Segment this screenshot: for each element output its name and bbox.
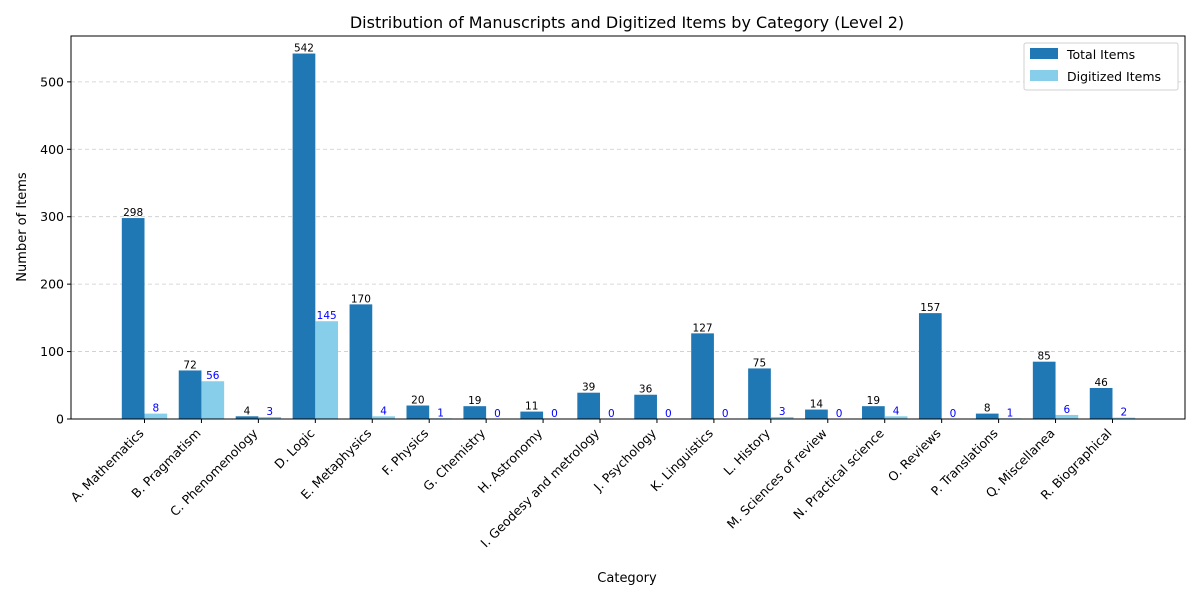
data-label-digitized: 0	[836, 408, 843, 420]
data-label-digitized: 1	[1007, 407, 1014, 419]
bar-digitized	[258, 416, 282, 419]
data-label-total: 85	[1038, 351, 1051, 363]
data-label-total: 20	[411, 395, 424, 407]
legend-box	[1023, 42, 1179, 91]
y-tick-label: 500	[40, 74, 64, 89]
plot-frame	[70, 35, 1186, 420]
data-label-digitized: 0	[665, 408, 672, 420]
data-label-digitized: 2	[1120, 407, 1127, 419]
bar-total	[463, 406, 487, 419]
x-axis-label: Category	[597, 571, 657, 586]
x-tick-label: M. Sciences of review	[724, 426, 830, 532]
data-label-digitized: 0	[551, 408, 558, 420]
data-label-total: 39	[582, 382, 595, 394]
data-label-digitized: 0	[608, 408, 615, 420]
legend-swatch-total	[1030, 48, 1058, 59]
data-label-total: 46	[1094, 377, 1108, 389]
data-label-total: 298	[123, 207, 143, 219]
y-axis-ticks: 0 100 200 300 400 500	[40, 74, 71, 427]
x-tick-label: L. History	[720, 425, 773, 478]
data-label-total: 19	[468, 395, 481, 407]
legend-label-digitized: Digitized Items	[1067, 69, 1161, 84]
data-label-total: 72	[183, 359, 196, 371]
bar-total	[292, 53, 316, 420]
bar-total	[918, 313, 942, 419]
data-label-total: 14	[810, 399, 824, 411]
y-tick-label: 0	[56, 412, 64, 427]
legend: Total Items Digitized Items	[1023, 42, 1179, 91]
bar-total	[577, 392, 601, 419]
bar-total	[349, 304, 373, 419]
data-label-total: 19	[867, 395, 880, 407]
data-label-digitized: 4	[893, 405, 900, 417]
y-tick-label: 100	[40, 344, 64, 359]
bar-total	[520, 411, 544, 419]
data-label-digitized: 0	[950, 408, 957, 420]
bar-total	[235, 416, 259, 419]
bar-digitized	[1112, 417, 1136, 419]
data-label-digitized: 0	[722, 408, 729, 420]
data-label-digitized: 3	[779, 406, 786, 418]
data-label-total: 170	[351, 293, 371, 305]
chart-title: Distribution of Manuscripts and Digitize…	[350, 13, 904, 32]
data-label-digitized: 1	[437, 407, 444, 419]
data-label-total: 75	[753, 357, 766, 369]
y-axis-label: Number of Items	[15, 172, 30, 282]
bar-total	[1089, 387, 1113, 419]
x-tick-label: F. Physics	[379, 426, 432, 479]
data-label-digitized: 3	[266, 406, 273, 418]
data-label-digitized: 56	[206, 370, 220, 382]
bar-digitized	[315, 321, 339, 419]
bar-digitized	[770, 416, 794, 419]
bar-total	[406, 405, 430, 419]
data-label-total: 127	[693, 322, 713, 334]
bar-digitized	[201, 381, 225, 419]
data-label-digitized: 6	[1064, 404, 1071, 416]
data-label-total: 157	[920, 302, 940, 314]
data-label-total: 11	[525, 401, 538, 413]
x-tick-label: I. Geodesy and metrology	[477, 425, 602, 550]
gridlines	[71, 81, 1185, 420]
bar-total	[975, 413, 999, 419]
data-label-total: 8	[984, 403, 991, 415]
data-label-digitized: 145	[317, 310, 337, 322]
bar-digitized	[884, 416, 908, 419]
bar-total	[178, 370, 202, 419]
bar-total	[691, 333, 714, 419]
bar-total	[748, 368, 771, 419]
data-label-digitized: 8	[153, 403, 160, 415]
y-tick-label: 300	[40, 209, 64, 224]
data-label-total: 542	[294, 43, 314, 55]
bar-total	[634, 394, 657, 419]
bar-digitized	[1055, 414, 1079, 419]
y-tick-label: 200	[40, 277, 64, 292]
x-tick-label: D. Logic	[271, 425, 317, 471]
x-tick-label: O. Reviews	[885, 426, 944, 485]
bar-digitized	[372, 416, 395, 419]
y-tick-label: 400	[40, 142, 64, 157]
data-label-total: 36	[639, 384, 653, 396]
bar-total	[805, 409, 828, 419]
legend-label-total: Total Items	[1066, 47, 1135, 62]
data-label-total: 4	[244, 405, 251, 417]
bar-total	[1032, 361, 1056, 419]
data-label-digitized: 4	[380, 405, 387, 417]
data-label-digitized: 0	[494, 408, 501, 420]
bar-total	[121, 218, 145, 419]
bar-digitized	[144, 413, 168, 419]
legend-swatch-digitized	[1030, 70, 1058, 81]
bars	[121, 53, 1136, 420]
bar-total	[862, 406, 885, 419]
